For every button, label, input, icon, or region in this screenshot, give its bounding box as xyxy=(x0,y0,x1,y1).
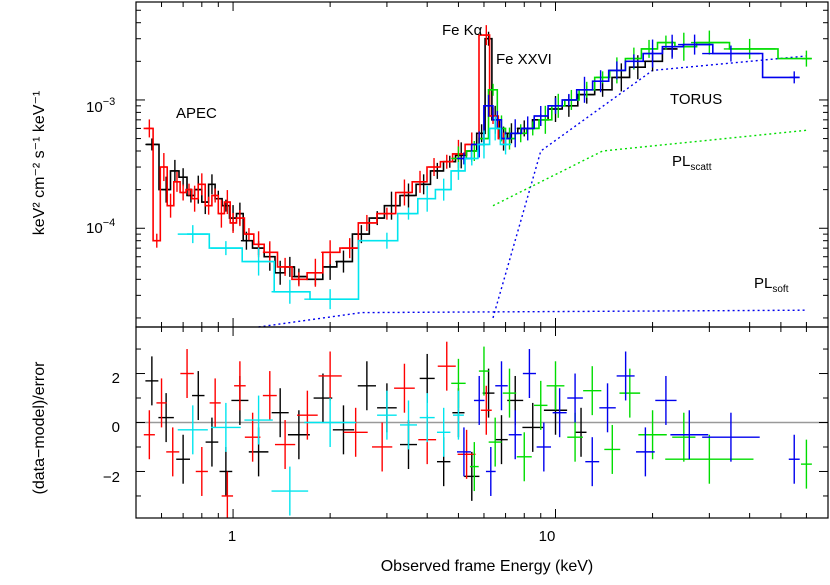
y-tick-label-minus2: −2 xyxy=(103,469,120,486)
y-tick-label-1e-4: 10−4 xyxy=(86,217,115,237)
x-axis-label: Observed frame Energy (keV) xyxy=(381,558,594,575)
upper-panel-frame xyxy=(135,1,829,328)
lower-panel-data xyxy=(136,341,828,518)
residual-series-2 xyxy=(451,346,812,492)
y-tick-label-0: 0 xyxy=(112,419,120,436)
lower-y-axis-label: (data−model)/error xyxy=(31,361,48,495)
upper-y-axis-label: keV² cm⁻² s⁻¹ keV⁻¹ xyxy=(31,91,48,235)
pl-scatt-component-curve xyxy=(492,129,807,207)
annotation-torus: TORUS xyxy=(670,91,722,108)
y-tick-label-1e-3: 10−3 xyxy=(86,96,115,116)
annotation-pl-scatt: PLscatt xyxy=(672,153,712,173)
residual-series-3 xyxy=(456,349,800,496)
x-tick-label-10: 10 xyxy=(539,528,556,545)
model-step-line xyxy=(143,34,509,281)
upper-panel-data xyxy=(143,25,812,328)
y-tick-label-2: 2 xyxy=(112,370,120,387)
series-4 xyxy=(177,116,512,310)
series-1 xyxy=(143,25,509,287)
annotation-pl-soft: PLsoft xyxy=(754,275,789,295)
residual-series-4 xyxy=(177,390,464,516)
annotation-fe-xxvi: Fe XXVI xyxy=(496,51,552,68)
torus-component-curve xyxy=(492,55,807,319)
axis-ticks xyxy=(135,2,829,518)
annotation-fe-ka: Fe Kα xyxy=(442,22,483,39)
annotation-apec: APEC xyxy=(176,105,217,122)
pl-soft-component-curve xyxy=(258,309,807,328)
x-tick-label-1: 1 xyxy=(228,528,236,545)
